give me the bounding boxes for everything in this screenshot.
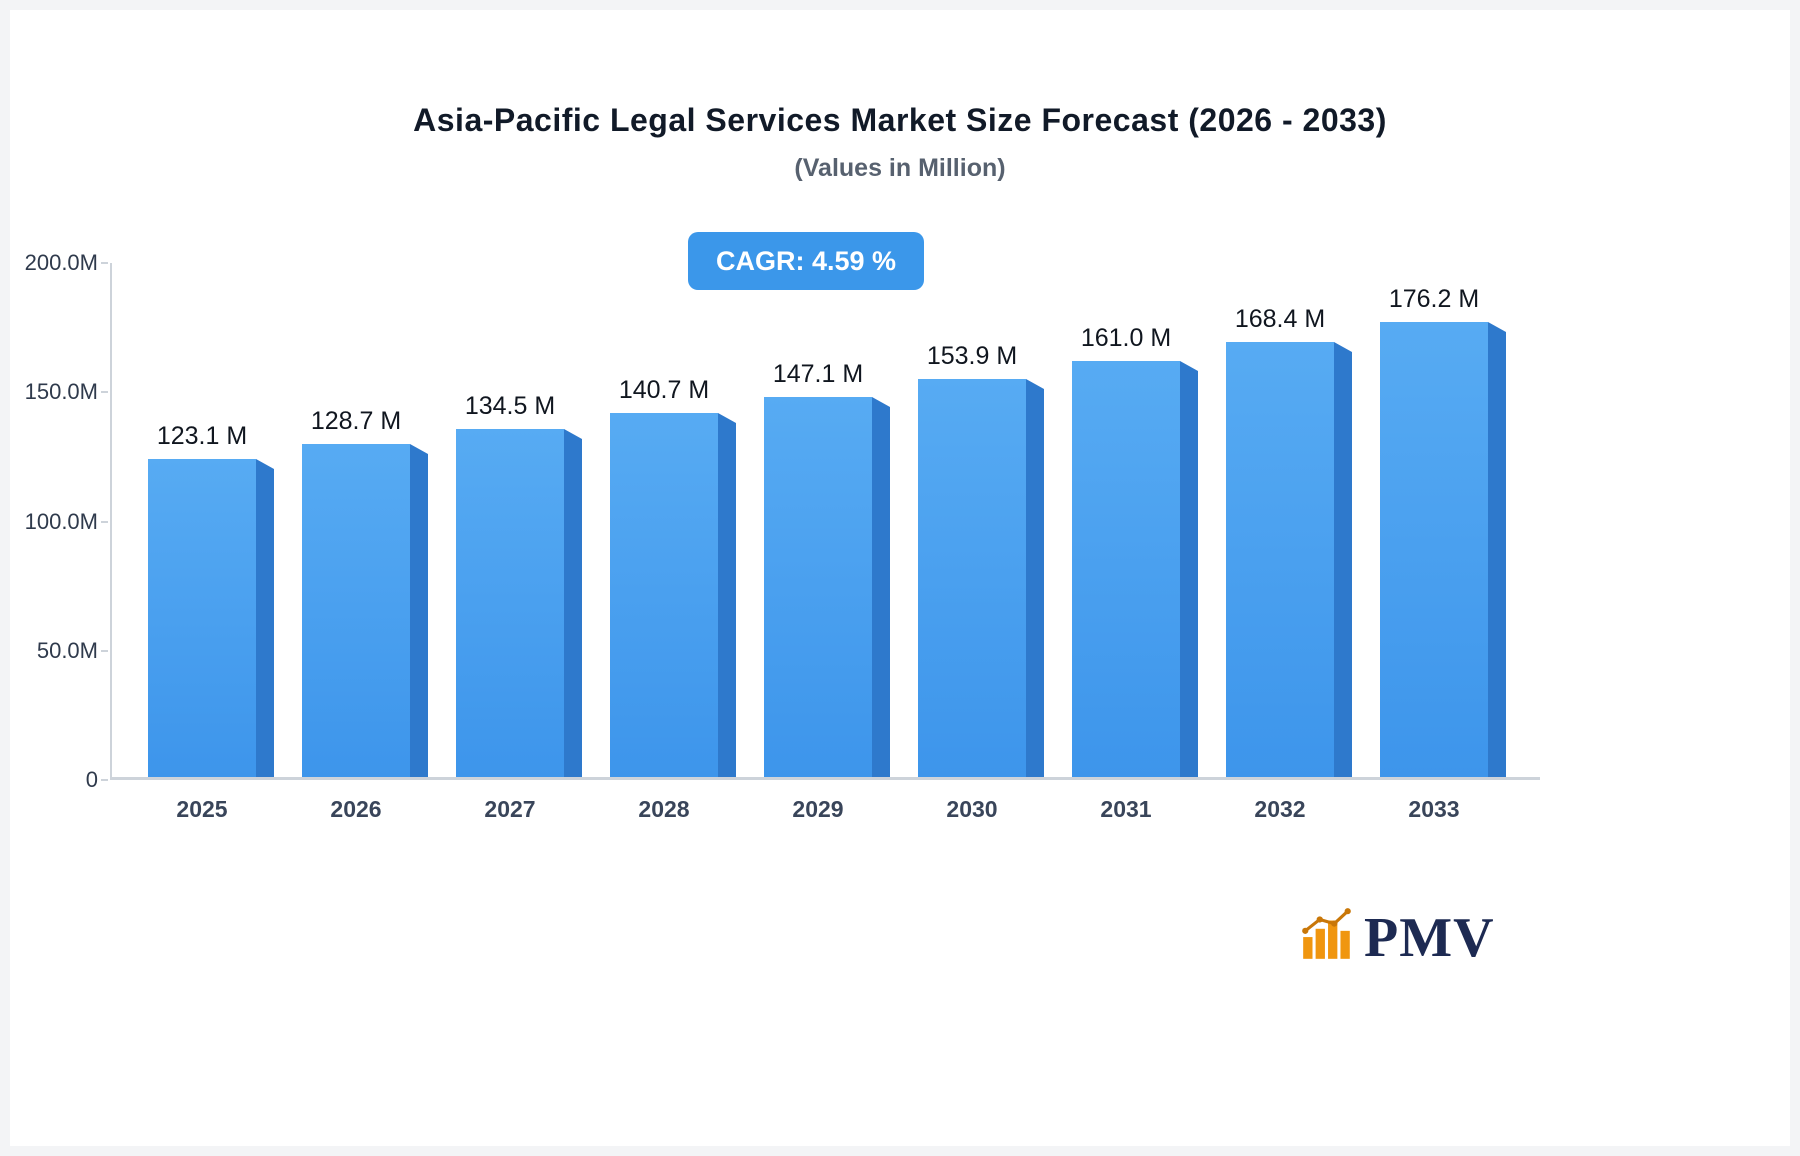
y-axis-label: 0 — [85, 767, 98, 792]
y-axis-tick — [101, 520, 108, 523]
y-axis-label: 100.0M — [24, 508, 98, 534]
bar — [302, 444, 428, 777]
bar — [1380, 322, 1506, 777]
x-axis-label: 2031 — [1100, 796, 1152, 822]
bar — [1226, 342, 1352, 777]
bar-front-face — [148, 459, 256, 777]
bar-value-label: 128.7 M — [310, 407, 402, 435]
x-axis-label: 2025 — [176, 796, 228, 822]
bar — [918, 379, 1044, 777]
bar — [148, 459, 274, 777]
bar — [1072, 361, 1198, 777]
bar-front-face — [610, 413, 718, 777]
y-axis-label: 200.0M — [24, 250, 98, 275]
bar — [456, 429, 582, 777]
chart-title: Asia-Pacific Legal Services Market Size … — [413, 102, 1387, 138]
bar-side-face — [1488, 322, 1506, 777]
x-axis-label: 2027 — [484, 796, 536, 822]
bar-side-face — [564, 429, 582, 777]
y-axis-label: 150.0M — [24, 379, 98, 405]
x-axis-label: 2029 — [792, 796, 844, 822]
bar-value-label: 161.0 M — [1080, 324, 1172, 352]
bar-value-label: 147.1 M — [772, 360, 864, 388]
bar-front-face — [456, 429, 564, 777]
bar-value-label: 153.9 M — [926, 342, 1018, 370]
bar — [764, 397, 890, 777]
bar-front-face — [1380, 322, 1488, 777]
bar-front-face — [918, 379, 1026, 777]
bar-value-label: 134.5 M — [464, 392, 556, 420]
brand-logo: PMV — [1298, 906, 1495, 969]
chart-area: 123.1 M 2025 128.7 M 2026 134.5 M 2027 140.7 M… — [110, 263, 1540, 822]
x-axis-label: 2030 — [946, 796, 998, 822]
bar-chart-icon — [1298, 906, 1356, 969]
y-axis-tick — [101, 262, 108, 264]
bar-side-face — [1026, 379, 1044, 777]
bar-front-face — [764, 397, 872, 777]
cagr-badge: CAGR: 4.59 % — [688, 232, 925, 290]
y-axis-label: 50.0M — [36, 637, 98, 663]
bar-front-face — [1072, 361, 1180, 777]
bar-side-face — [410, 444, 428, 777]
y-axis-tick — [101, 391, 108, 394]
bar-front-face — [1226, 342, 1334, 777]
bar-front-face — [302, 444, 410, 777]
y-axis-tick — [101, 649, 108, 652]
x-axis-label: 2032 — [1254, 796, 1306, 822]
bar — [610, 413, 736, 777]
y-axis-tick — [101, 779, 108, 781]
bar-side-face — [1334, 342, 1352, 777]
x-axis-label: 2028 — [638, 796, 690, 822]
bar-value-label: 123.1 M — [156, 422, 248, 450]
bar-side-face — [872, 397, 890, 777]
x-axis-label: 2026 — [330, 796, 382, 822]
x-axis-label: 2033 — [1408, 796, 1460, 822]
brand-name: PMV — [1364, 906, 1495, 969]
bar-value-label: 176.2 M — [1388, 285, 1480, 313]
bar-value-label: 168.4 M — [1234, 305, 1326, 333]
bar-side-face — [256, 459, 274, 777]
bar-value-label: 140.7 M — [618, 376, 710, 404]
bar-side-face — [1180, 361, 1198, 777]
bar-side-face — [718, 413, 736, 777]
chart-subtitle: (Values in Million) — [794, 154, 1006, 182]
